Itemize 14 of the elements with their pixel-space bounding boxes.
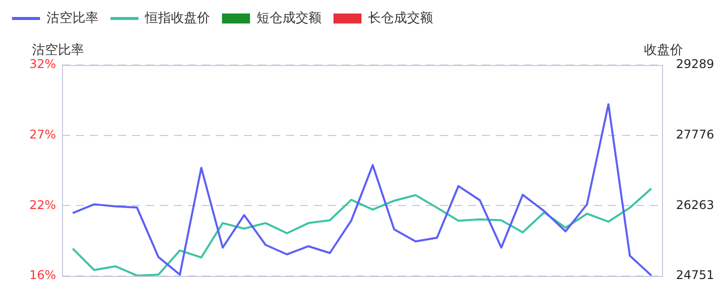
legend-label: 恒指收盘价 xyxy=(144,10,210,26)
y2-tick-label: 29289 xyxy=(676,57,714,72)
y-axis-title: 沽空比率 xyxy=(32,42,84,58)
y-tick-label: 32% xyxy=(29,57,56,72)
y-tick-label: 27% xyxy=(29,127,56,142)
y2-tick-label: 27776 xyxy=(676,127,714,142)
legend-label: 长仓成交额 xyxy=(368,10,433,26)
legend-label: 沽空比率 xyxy=(46,10,98,26)
y2-axis-title: 收盘价 xyxy=(644,42,683,58)
y-tick-label: 16% xyxy=(29,268,56,282)
y2-tick-label: 24751 xyxy=(676,268,714,282)
legend-label: 短仓成交额 xyxy=(256,10,322,26)
y-tick-label: 22% xyxy=(29,198,56,212)
y2-tick-label: 26263 xyxy=(676,198,714,212)
